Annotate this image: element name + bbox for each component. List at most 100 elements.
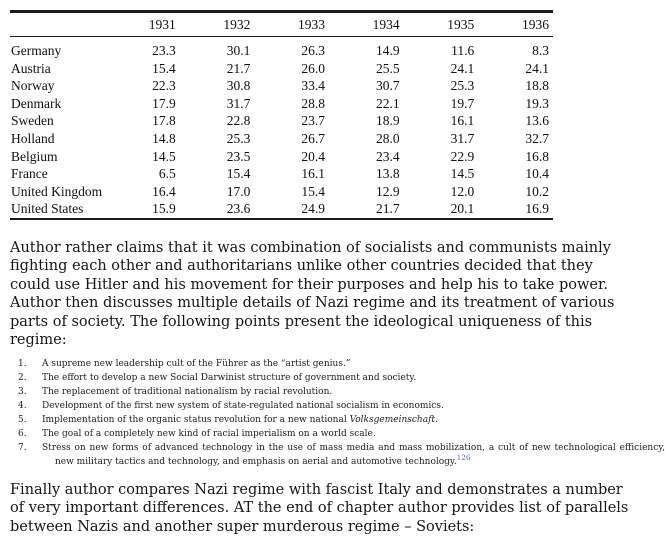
list-item: 5. Implementation of the organic status … <box>10 413 665 427</box>
table-cell: 16.9 <box>525 201 549 217</box>
table-cell-country: Norway <box>11 78 55 94</box>
table-header-row: 1931 1932 1933 1934 1935 1936 <box>10 11 553 37</box>
table-cell: 16.1 <box>450 113 475 129</box>
list-item: 2. The effort to develop a new Social Da… <box>10 371 665 385</box>
table-cell-country: Germany <box>11 43 62 58</box>
table-cell: 26.3 <box>301 43 325 58</box>
table-cell-country: Holland <box>11 130 55 146</box>
list-item-text: A supreme new leadership cult of the Füh… <box>42 358 351 369</box>
table-cell: 25.5 <box>376 60 400 76</box>
list-item: 6. The goal of a completely new kind of … <box>10 427 665 441</box>
paragraph-line: Finally author compares Nazi regime with… <box>10 481 623 498</box>
table-cell: 28.8 <box>301 95 325 111</box>
table-cell: 15.9 <box>152 201 176 217</box>
table-year-header: 1935 <box>403 11 479 37</box>
table-cell: 24.1 <box>525 60 549 76</box>
table-cell: 14.9 <box>376 43 400 58</box>
table-cell-country: Denmark <box>11 95 62 111</box>
table-cell: 25.3 <box>450 78 475 94</box>
table-cell: 28.0 <box>376 130 400 146</box>
paragraph-line: regime: <box>10 332 67 349</box>
list-item-text: The replacement of traditional nationali… <box>42 386 333 397</box>
table-cell-country: France <box>11 166 48 182</box>
table-cell: 19.3 <box>525 95 549 111</box>
table-row: France 6.5 15.4 16.1 13.8 14.5 10.4 <box>10 165 553 183</box>
table-cell: 14.8 <box>152 130 176 146</box>
table-cell: 8.3 <box>532 43 549 58</box>
paragraph-line: parts of society. The following points p… <box>10 313 593 330</box>
table-cell: 31.7 <box>226 95 251 111</box>
list-item: 1. A supreme new leadership cult of the … <box>10 357 665 371</box>
list-item-number: 3. <box>18 386 27 397</box>
list-item-text: Development of the first new system of s… <box>42 400 444 411</box>
table-cell-country: United States <box>11 201 84 217</box>
table-cell: 20.1 <box>450 201 475 217</box>
list-item-line-1: Stress on new forms of advanced technolo… <box>42 442 665 453</box>
table-cell: 10.2 <box>525 183 549 199</box>
paragraph-line: fighting each other and authoritarians u… <box>10 258 593 275</box>
table-cell: 16.4 <box>152 183 176 199</box>
table-cell: 15.4 <box>226 166 251 182</box>
list-item-line-2: new military tactics and technology, and… <box>55 453 665 469</box>
table-cell: 26.7 <box>301 130 325 146</box>
table-cell: 20.4 <box>301 148 325 164</box>
list-item-number: 4. <box>18 400 27 411</box>
paragraph-finally-compares: Finally author compares Nazi regime with… <box>10 481 658 536</box>
table-row: United States 15.9 23.6 24.9 21.7 20.1 1… <box>10 200 553 219</box>
table-cell: 30.1 <box>226 43 251 58</box>
table-cell: 16.8 <box>525 148 549 164</box>
table-row: Germany 23.3 30.1 26.3 14.9 11.6 8.3 <box>10 37 553 60</box>
list-item-text: Stress on new forms of advanced technolo… <box>42 441 665 469</box>
list-item-text: The goal of a completely new kind of rac… <box>42 428 376 439</box>
table-cell-country: Belgium <box>11 148 58 164</box>
footnote-reference-link[interactable]: 126 <box>456 453 471 462</box>
paragraph-author-claims: Author rather claims that it was combina… <box>10 239 658 350</box>
table-row: Holland 14.8 25.3 26.7 28.0 31.7 32.7 <box>10 130 553 148</box>
table-cell: 6.5 <box>158 166 176 182</box>
unemployment-by-country-table: 1931 1932 1933 1934 1935 1936 Germany 23… <box>10 10 553 220</box>
table-cell: 23.3 <box>152 43 176 58</box>
table-cell: 31.7 <box>450 130 475 146</box>
list-item-line-2-text: new military tactics and technology, and… <box>55 456 457 467</box>
paragraph-line: between Nazis and another super murderou… <box>10 518 475 535</box>
paragraph-line: could use Hitler and his movement for th… <box>10 276 608 293</box>
table-cell: 26.0 <box>301 60 325 76</box>
table-cell: 24.9 <box>301 201 325 217</box>
table-row: Denmark 17.9 31.7 28.8 22.1 19.7 19.3 <box>10 95 553 113</box>
table-cell-country: United Kingdom <box>11 183 103 199</box>
table-cell: 18.8 <box>525 78 549 94</box>
table-cell: 18.9 <box>376 113 400 129</box>
table-cell: 23.4 <box>376 148 400 164</box>
ideological-points-list: 1. A supreme new leadership cult of the … <box>10 357 665 469</box>
table-cell: 14.5 <box>152 148 176 164</box>
table-row: Sweden 17.8 22.8 23.7 18.9 16.1 13.6 <box>10 112 553 130</box>
table-cell: 21.7 <box>226 60 251 76</box>
table-cell: 23.7 <box>301 113 325 129</box>
table-cell: 25.3 <box>226 130 251 146</box>
list-item-text-italic: Volksgemeinschaft. <box>349 414 438 425</box>
table-year-header: 1933 <box>254 11 329 37</box>
table-cell: 23.6 <box>226 201 251 217</box>
table-year-header: 1932 <box>179 11 255 37</box>
list-item-number: 5. <box>18 414 27 425</box>
paragraph-line: Author then discusses multiple details o… <box>10 295 615 312</box>
table-year-header: 1934 <box>328 11 404 37</box>
list-item-number: 6. <box>18 428 27 439</box>
table-cell: 22.3 <box>152 78 176 94</box>
table-row: United Kingdom 16.4 17.0 15.4 12.9 12.0 … <box>10 183 553 201</box>
table-year-header: 1936 <box>478 11 553 37</box>
table-row: Belgium 14.5 23.5 20.4 23.4 22.9 16.8 <box>10 148 553 166</box>
table-cell: 10.4 <box>525 166 549 182</box>
list-item-text-plain: Implementation of the organic status rev… <box>42 414 350 425</box>
table-cell: 13.8 <box>376 166 400 182</box>
table-corner-cell <box>10 11 106 37</box>
list-item: 3. The replacement of traditional nation… <box>10 385 665 399</box>
table-cell: 32.7 <box>525 130 549 146</box>
table-cell: 22.9 <box>450 148 475 164</box>
paragraph-line: Author rather claims that it was combina… <box>10 239 611 256</box>
list-item-number: 2. <box>18 372 27 383</box>
table-cell: 12.0 <box>450 183 475 199</box>
table-cell: 11.6 <box>451 43 475 58</box>
table-cell: 30.7 <box>376 78 400 94</box>
